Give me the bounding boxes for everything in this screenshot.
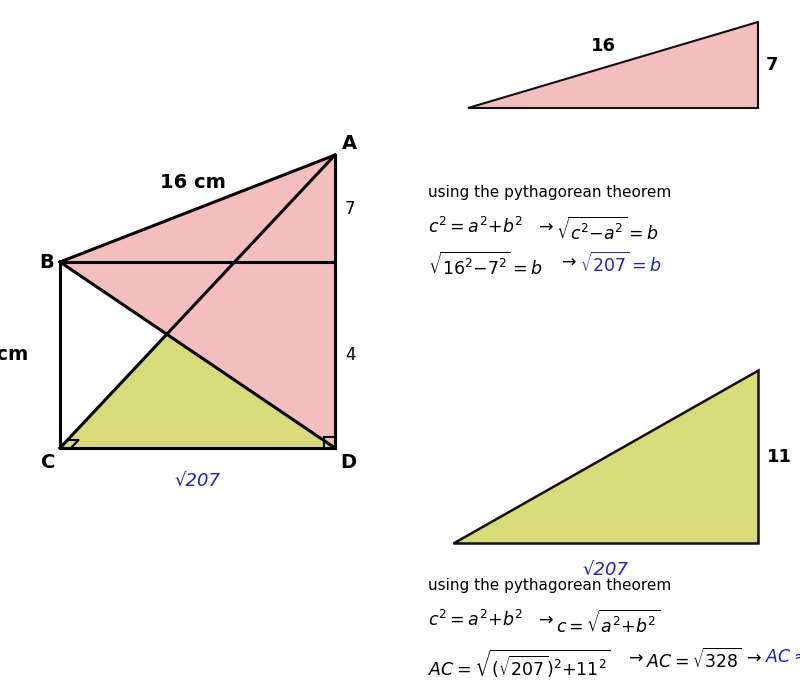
Text: C: C	[41, 453, 55, 472]
Text: $\rightarrow$: $\rightarrow$	[743, 648, 762, 666]
Polygon shape	[468, 22, 758, 108]
Text: 4 cm: 4 cm	[0, 345, 28, 364]
Text: $AC{\approx}18.1$: $AC{\approx}18.1$	[765, 648, 800, 666]
Text: $\sqrt{207}{=}b$: $\sqrt{207}{=}b$	[580, 252, 662, 276]
Text: $\rightarrow$: $\rightarrow$	[535, 217, 554, 235]
Text: $AC{=}\sqrt{328}$: $AC{=}\sqrt{328}$	[646, 648, 742, 672]
Polygon shape	[60, 262, 166, 448]
Text: D: D	[340, 453, 356, 472]
Text: 16: 16	[590, 37, 615, 55]
Polygon shape	[60, 262, 166, 448]
Text: $\rightarrow$: $\rightarrow$	[558, 252, 577, 270]
Text: $AC{=}\sqrt{(\sqrt{207})^2{+}11^2}$: $AC{=}\sqrt{(\sqrt{207})^2{+}11^2}$	[428, 648, 610, 680]
Text: √207: √207	[174, 472, 221, 490]
Text: B: B	[39, 252, 54, 271]
Text: √207: √207	[582, 561, 629, 579]
Text: using the pythagorean theorem: using the pythagorean theorem	[428, 578, 671, 593]
Text: $c{=}\sqrt{a^2{+}b^2}$: $c{=}\sqrt{a^2{+}b^2}$	[556, 610, 660, 637]
Text: $\rightarrow$: $\rightarrow$	[535, 610, 554, 628]
Polygon shape	[60, 155, 335, 448]
Text: $\rightarrow$: $\rightarrow$	[625, 648, 644, 666]
Text: $\sqrt{c^2{-}a^2}{=}b$: $\sqrt{c^2{-}a^2}{=}b$	[556, 217, 658, 245]
Text: $c^2{=}a^2{+}b^2$: $c^2{=}a^2{+}b^2$	[428, 610, 523, 630]
Polygon shape	[453, 370, 758, 543]
Text: using the pythagorean theorem: using the pythagorean theorem	[428, 185, 671, 200]
Text: $c^2{=}a^2{+}b^2$: $c^2{=}a^2{+}b^2$	[428, 217, 523, 237]
Text: $\sqrt{16^2{-}7^2}{=}b$: $\sqrt{16^2{-}7^2}{=}b$	[428, 252, 542, 280]
Text: 4: 4	[345, 346, 355, 364]
Text: 7: 7	[345, 199, 355, 217]
Text: 11: 11	[767, 447, 792, 466]
Text: 7: 7	[766, 56, 778, 74]
Text: A: A	[342, 134, 357, 153]
Polygon shape	[60, 155, 335, 448]
Text: 16 cm: 16 cm	[159, 173, 226, 192]
Polygon shape	[60, 334, 335, 448]
